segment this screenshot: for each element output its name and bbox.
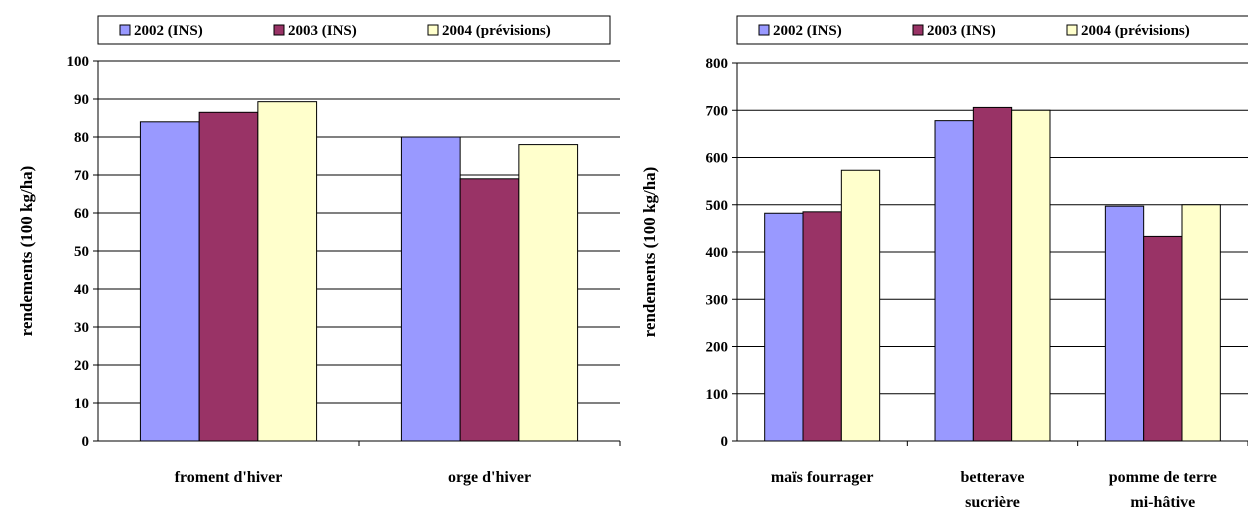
bar-1-2: [934, 120, 974, 442]
y-tick-label: 0: [82, 434, 90, 450]
bar-1-1: [139, 121, 200, 442]
bar-1-1: [764, 212, 804, 442]
y-tick-label: 100: [706, 387, 729, 403]
y-tick-label: 80: [74, 130, 89, 146]
y-tick-label: 10: [74, 396, 89, 412]
chart-left: 0 10 20 30 40 50 60 70 80 90 100 froment d'hiver org…: [17, 15, 621, 486]
legend-swatch: [1066, 24, 1078, 36]
x-category-label: pomme de terre: [1109, 469, 1217, 486]
y-axis-label: rendements (100 kg/ha): [17, 166, 36, 337]
bar-3-3: [1181, 204, 1221, 442]
y-axis-label: rendements (100 kg/ha): [640, 167, 659, 338]
bar-3-1: [840, 169, 881, 442]
bar-2-2: [459, 178, 520, 442]
legend-swatch: [427, 24, 439, 36]
x-category-label: maïs fourrager: [771, 469, 874, 486]
bar-2-3: [1143, 235, 1183, 442]
y-tick-label: 300: [706, 292, 729, 308]
y-tick-label: 400: [706, 245, 729, 261]
x-category-label: sucrière: [965, 494, 1020, 511]
x-category-label: mi-hâtive: [1130, 494, 1195, 511]
legend-box: [97, 15, 611, 45]
chart-right: 0 100 200 300 400 500 600 700 800 maïs fourrager b…: [640, 15, 1248, 511]
legend-entry: 2004 (prévisions): [1081, 23, 1190, 39]
legend-swatch: [119, 24, 131, 36]
bar-2-2: [972, 106, 1013, 442]
legend-swatch: [758, 24, 770, 36]
bar-2-1: [802, 211, 842, 442]
y-tick-label: 50: [74, 244, 89, 260]
bar-3-1: [257, 101, 318, 442]
y-tick-label: 700: [706, 103, 729, 119]
legend-entry: 2002 (INS): [134, 23, 203, 39]
legend-entry: 2003 (INS): [927, 23, 996, 39]
y-tick-label: 600: [706, 151, 729, 167]
bar-2-1: [198, 111, 259, 442]
y-tick-label: 20: [74, 358, 89, 374]
x-category-label: froment d'hiver: [175, 469, 283, 486]
legend-swatch: [912, 24, 924, 36]
y-tick-label: 70: [74, 168, 89, 184]
legend-entry: 2003 (INS): [288, 23, 357, 39]
legend-box: [736, 15, 1248, 45]
bar-3-2: [1011, 109, 1051, 442]
bar-3-2: [518, 144, 579, 442]
bar-1-2: [400, 136, 461, 442]
bar-1-3: [1104, 205, 1145, 442]
y-tick-label: 60: [74, 206, 89, 222]
legend-swatch: [273, 24, 285, 36]
legend-entry: 2002 (INS): [773, 23, 842, 39]
y-tick-label: 0: [721, 434, 729, 450]
y-tick-label: 100: [67, 54, 90, 70]
x-category-label: orge d'hiver: [448, 469, 531, 486]
y-tick-label: 200: [706, 340, 729, 356]
y-tick-label: 30: [74, 320, 89, 336]
y-tick-label: 500: [706, 198, 729, 214]
legend-entry: 2004 (prévisions): [442, 23, 551, 39]
y-tick-label: 40: [74, 282, 89, 298]
y-tick-label: 800: [706, 56, 729, 72]
x-category-label: betterave: [961, 469, 1025, 486]
y-tick-label: 90: [74, 92, 89, 108]
